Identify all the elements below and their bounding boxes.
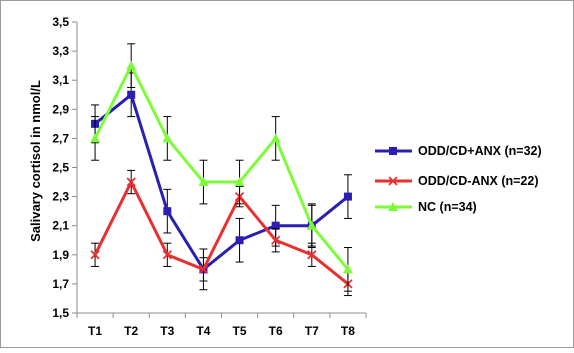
data-point-stroke: [90, 250, 100, 260]
legend-label: ODD/CD+ANX (n=32): [418, 144, 542, 158]
data-point-stroke: [271, 235, 281, 245]
data-point: [90, 250, 100, 260]
data-point: [307, 250, 317, 260]
x-tick-label: T2: [124, 324, 138, 338]
data-point: [198, 264, 209, 274]
data-point: [306, 220, 317, 230]
data-point-stroke: [198, 264, 209, 274]
y-tick-labels: 1,5 1,7 1,9 2,1 2,3 2,5 2,7 2,9 3,1 3,3 3,5: [52, 15, 77, 320]
series-group: [90, 43, 353, 297]
x-tick-label: T7: [305, 324, 319, 338]
data-point: [270, 133, 281, 143]
data-point-stroke: [307, 250, 317, 260]
y-tick-label: 3,5: [52, 15, 69, 29]
y-tick-label: 3,1: [52, 73, 69, 87]
data-point-stroke: [126, 177, 136, 187]
legend-label: NC (n=34): [418, 200, 477, 214]
data-point-stroke: [162, 250, 172, 260]
y-tick-label: 2,5: [52, 161, 69, 175]
data-point: [388, 176, 398, 186]
y-tick-label: 2,7: [52, 131, 69, 145]
data-point: [235, 236, 244, 245]
y-tick-label: 2,3: [52, 190, 69, 204]
legend-label: ODD/CD-ANX (n=22): [418, 174, 539, 188]
x-tick-label: T1: [88, 324, 102, 338]
y-tick-label: 2,9: [52, 102, 69, 116]
data-point: [126, 177, 136, 187]
data-point: [389, 147, 397, 155]
legend-item: ODD/CD-ANX (n=22): [375, 174, 539, 188]
data-point: [127, 90, 136, 99]
y-axis-title: Salivary cortisol in nmol/L: [28, 80, 43, 242]
data-point: [162, 250, 172, 260]
data-point: [388, 202, 398, 211]
data-point: [163, 207, 172, 216]
data-point: [271, 235, 281, 245]
series-3: [90, 43, 353, 292]
data-point: [90, 133, 101, 143]
x-tick-label: T4: [196, 324, 210, 338]
data-point: [198, 177, 209, 187]
x-tick-labels: T1 T2 T3 T4 T5 T6 T7 T8: [76, 313, 367, 338]
y-tick-label: 3,3: [52, 44, 69, 58]
data-point: [342, 264, 353, 274]
y-tick-label: 2,1: [52, 219, 69, 233]
y-tick-label: 1,7: [52, 277, 69, 291]
series-line: [93, 64, 350, 271]
legend-item: NC (n=34): [375, 200, 477, 214]
legend: ODD/CD+ANX (n=32) ODD/CD-ANX (n=22) NC (n=…: [375, 144, 542, 214]
y-tick-label: 1,5: [52, 306, 69, 320]
data-point: [162, 133, 173, 143]
data-point-stroke: [388, 176, 398, 186]
data-point: [343, 192, 352, 201]
x-tick-label: T6: [269, 324, 283, 338]
series-line: [93, 180, 349, 286]
x-tick-label: T3: [160, 324, 174, 338]
data-point: [271, 221, 280, 230]
series-line: [94, 93, 349, 271]
data-point: [126, 60, 137, 70]
data-point: [234, 177, 245, 187]
x-tick-label: T5: [233, 324, 247, 338]
legend-item: ODD/CD+ANX (n=32): [375, 144, 542, 158]
x-tick-label: T8: [341, 324, 355, 338]
y-tick-label: 1,9: [52, 248, 69, 262]
